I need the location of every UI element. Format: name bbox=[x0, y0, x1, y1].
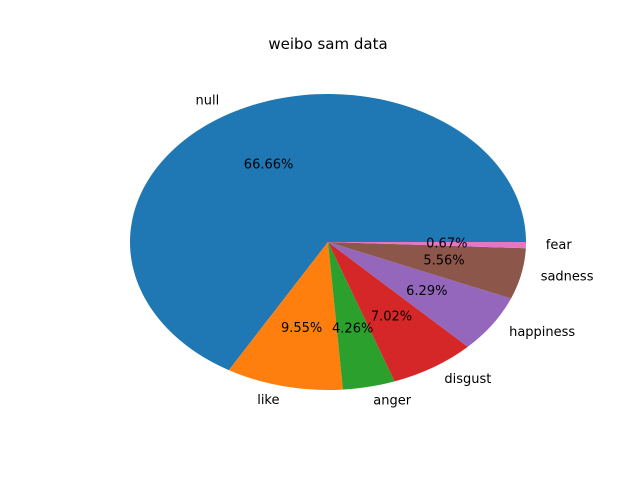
pie-slice-anger bbox=[328, 242, 395, 390]
pie-label-happiness: happiness bbox=[509, 325, 575, 340]
pie-pct-like: 9.55% bbox=[281, 321, 322, 336]
pie-label-disgust: disgust bbox=[444, 372, 491, 387]
pie-label-sadness: sadness bbox=[541, 270, 594, 285]
pie-pct-fear: 0.67% bbox=[426, 236, 467, 251]
pie-labels: null 66.66% like 9.55% anger 4.26% disgust 7.02… bbox=[195, 94, 593, 409]
pie-pct-sadness: 5.56% bbox=[423, 254, 464, 269]
pie-slice-happiness bbox=[328, 242, 512, 347]
pie-slice-disgust bbox=[328, 242, 468, 382]
pie-slice-sadness bbox=[328, 242, 526, 299]
pie-label-like: like bbox=[257, 393, 279, 408]
pie-slice-like bbox=[228, 242, 343, 391]
pie-label-fear: fear bbox=[546, 238, 573, 253]
pie-pct-null: 66.66% bbox=[244, 158, 294, 173]
pie-slice-null bbox=[129, 93, 526, 371]
pie-label-anger: anger bbox=[373, 394, 411, 409]
pie-pct-disgust: 7.02% bbox=[371, 310, 412, 325]
pie-pct-anger: 4.26% bbox=[332, 321, 373, 336]
pie-pct-happiness: 6.29% bbox=[406, 284, 447, 299]
pie-slices bbox=[129, 93, 526, 391]
chart-title: weibo sam data bbox=[268, 35, 387, 53]
pie-slice-fear bbox=[328, 242, 526, 249]
pie-label-null: null bbox=[195, 94, 219, 109]
